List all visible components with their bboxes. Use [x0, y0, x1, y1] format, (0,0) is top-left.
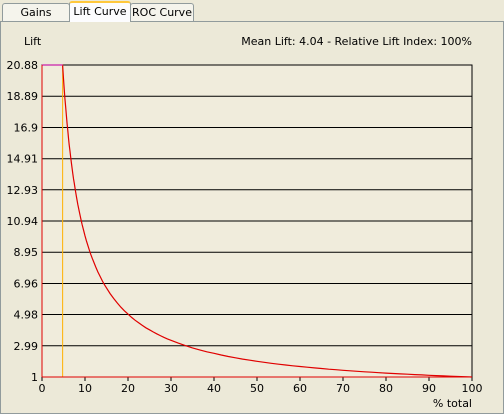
y-axis-label: Lift: [24, 35, 42, 48]
y-tick-label: 10.94: [7, 215, 39, 228]
y-tick-label: 18.89: [7, 90, 39, 103]
y-tick-label: 1: [31, 371, 38, 384]
y-tick-label: 16.9: [14, 121, 39, 134]
y-tick-label: 12.93: [7, 184, 39, 197]
y-tick-label: 8.95: [14, 246, 39, 259]
y-tick-label: 2.99: [14, 340, 39, 353]
y-tick-label: 4.98: [14, 309, 39, 322]
lift-curve-line: [42, 64, 473, 378]
x-tick-label: 60: [293, 382, 307, 395]
x-axis-label: % total: [433, 397, 472, 410]
tab-lift-curve[interactable]: Lift Curve: [69, 1, 131, 22]
x-tick-label: 30: [164, 382, 178, 395]
x-tick-label: 10: [78, 382, 92, 395]
x-tick-label: 20: [121, 382, 135, 395]
x-tick-label: 0: [39, 382, 46, 395]
x-tick-label: 100: [462, 382, 483, 395]
x-tick-label: 80: [379, 382, 393, 395]
y-tick-label: 6.96: [14, 277, 39, 290]
x-tick-label: 50: [250, 382, 264, 395]
y-tick-label: 14.91: [7, 153, 39, 166]
chart-title: Mean Lift: 4.04 - Relative Lift Index: 1…: [241, 35, 472, 48]
x-tick-label: 40: [207, 382, 221, 395]
x-tick-label: 90: [422, 382, 436, 395]
tab-roc-curve[interactable]: ROC Curve: [130, 3, 194, 21]
x-tick-label: 70: [336, 382, 350, 395]
y-tick-label: 20.88: [7, 59, 39, 72]
